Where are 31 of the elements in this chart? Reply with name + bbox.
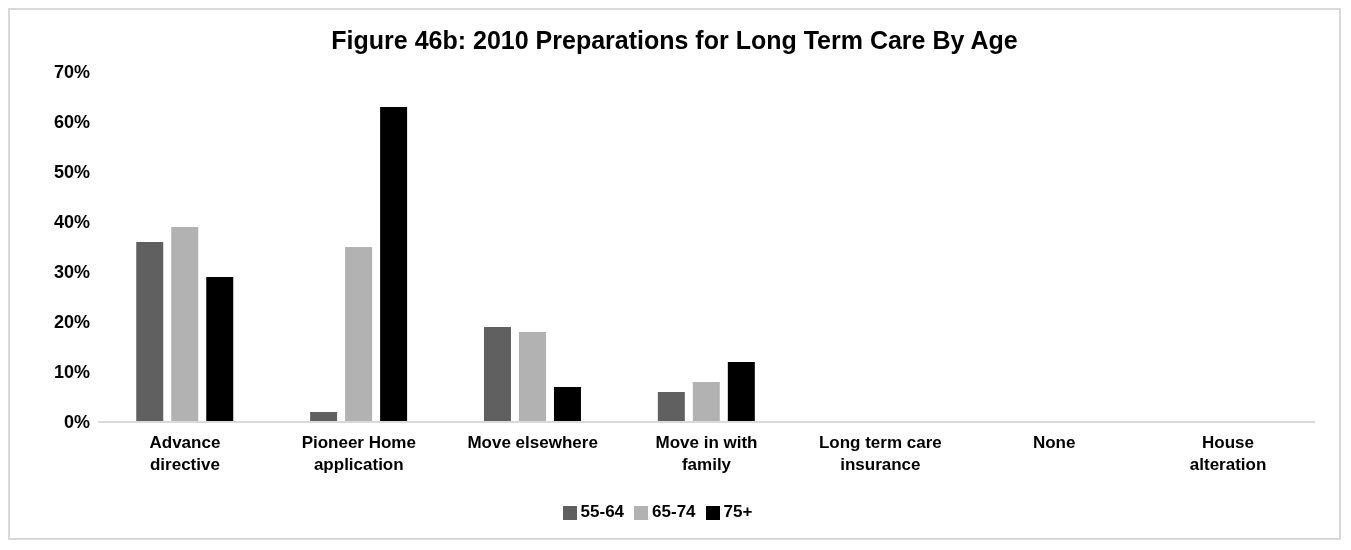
bar xyxy=(483,327,511,422)
bar xyxy=(657,392,685,422)
bar xyxy=(171,227,199,422)
x-tick-label: House alteration xyxy=(1189,433,1267,474)
x-tick-label: Move in with family xyxy=(655,433,758,474)
bar xyxy=(518,332,546,422)
bar xyxy=(692,382,720,422)
x-tick-label: Long term care insurance xyxy=(818,433,942,474)
y-tick-label: 60% xyxy=(53,112,90,133)
y-tick-label: 30% xyxy=(53,262,90,283)
y-tick-label: 0% xyxy=(63,412,90,433)
y-tick-label: 70% xyxy=(53,62,90,83)
chart-title: Figure 46b: 2010 Preparations for Long Term Care By Age xyxy=(330,26,1019,56)
x-tick-label: None xyxy=(1032,433,1076,452)
bar xyxy=(345,247,373,422)
bar xyxy=(136,242,164,422)
legend-label: 55-64 xyxy=(580,502,625,521)
bar xyxy=(380,107,408,422)
x-tick-label: Move elsewhere xyxy=(467,433,598,452)
y-tick-label: 40% xyxy=(53,212,90,233)
x-tick-label: Pioneer Home application xyxy=(301,433,416,474)
y-tick-label: 50% xyxy=(53,162,90,183)
legend-label: 75+ xyxy=(723,502,753,521)
bar xyxy=(206,277,234,422)
bar xyxy=(310,412,338,422)
legend-label: 65-74 xyxy=(652,502,696,521)
bar xyxy=(553,387,581,422)
bar xyxy=(727,362,755,422)
y-tick-label: 20% xyxy=(53,312,90,333)
y-tick-label: 10% xyxy=(53,362,90,383)
x-tick-label: Advance directive xyxy=(149,433,221,474)
